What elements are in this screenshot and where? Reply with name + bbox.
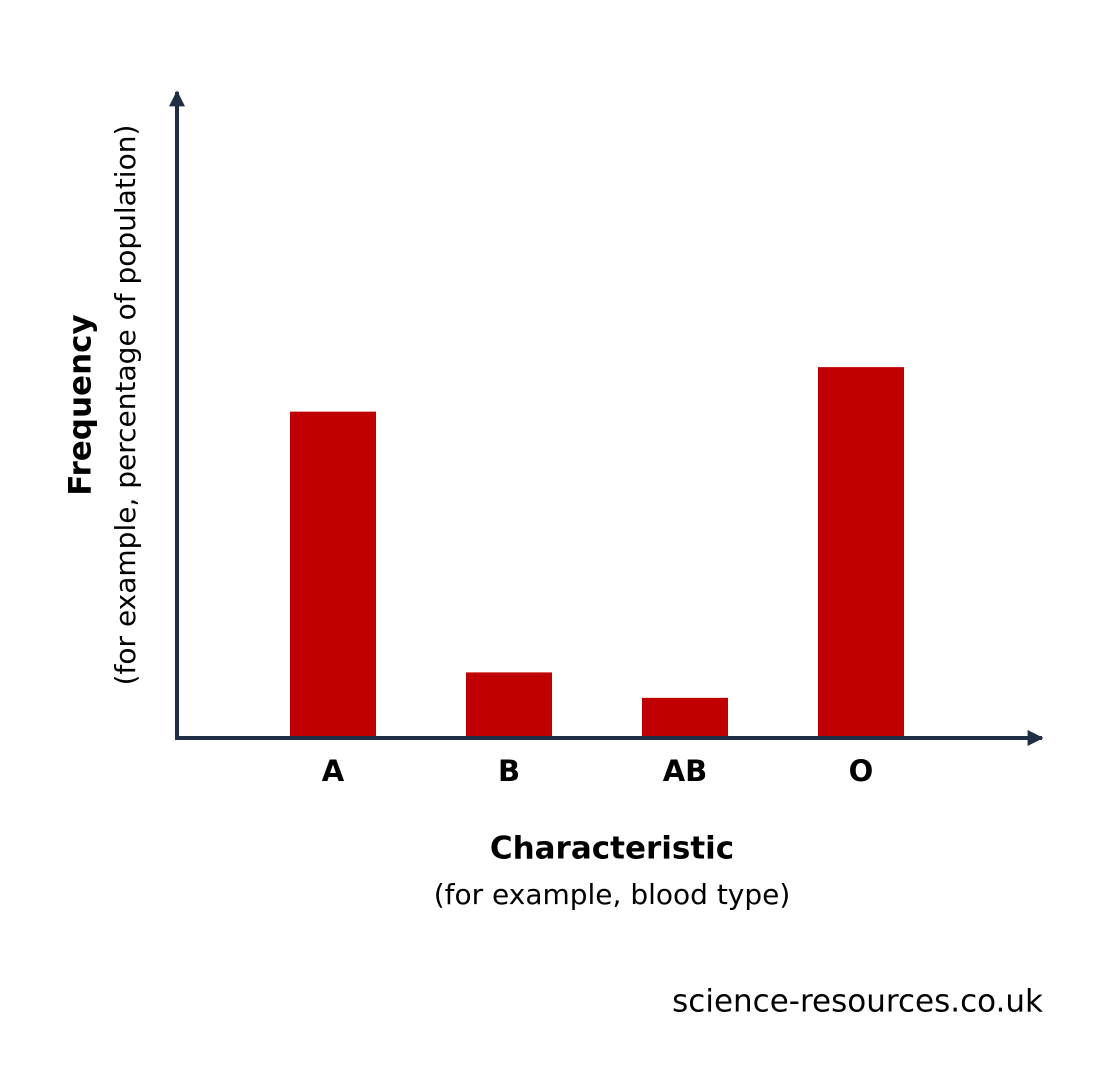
x-tick-label: B: [498, 754, 520, 788]
x-axis-title: Characteristic: [490, 831, 734, 867]
bar: [290, 411, 376, 736]
bar: [466, 672, 552, 736]
y-axis-subtitle: (for example, percentage of population): [109, 125, 142, 686]
bar: [642, 697, 728, 736]
source: science-resources.co.uk: [672, 984, 1043, 1020]
bar: [818, 367, 904, 736]
x-tick-label: A: [322, 754, 345, 788]
x-tick-label: AB: [663, 754, 708, 788]
y-axis-title: Frequency: [63, 314, 99, 495]
x-tick-label: O: [849, 754, 874, 788]
x-axis-subtitle: (for example, blood type): [434, 878, 791, 911]
